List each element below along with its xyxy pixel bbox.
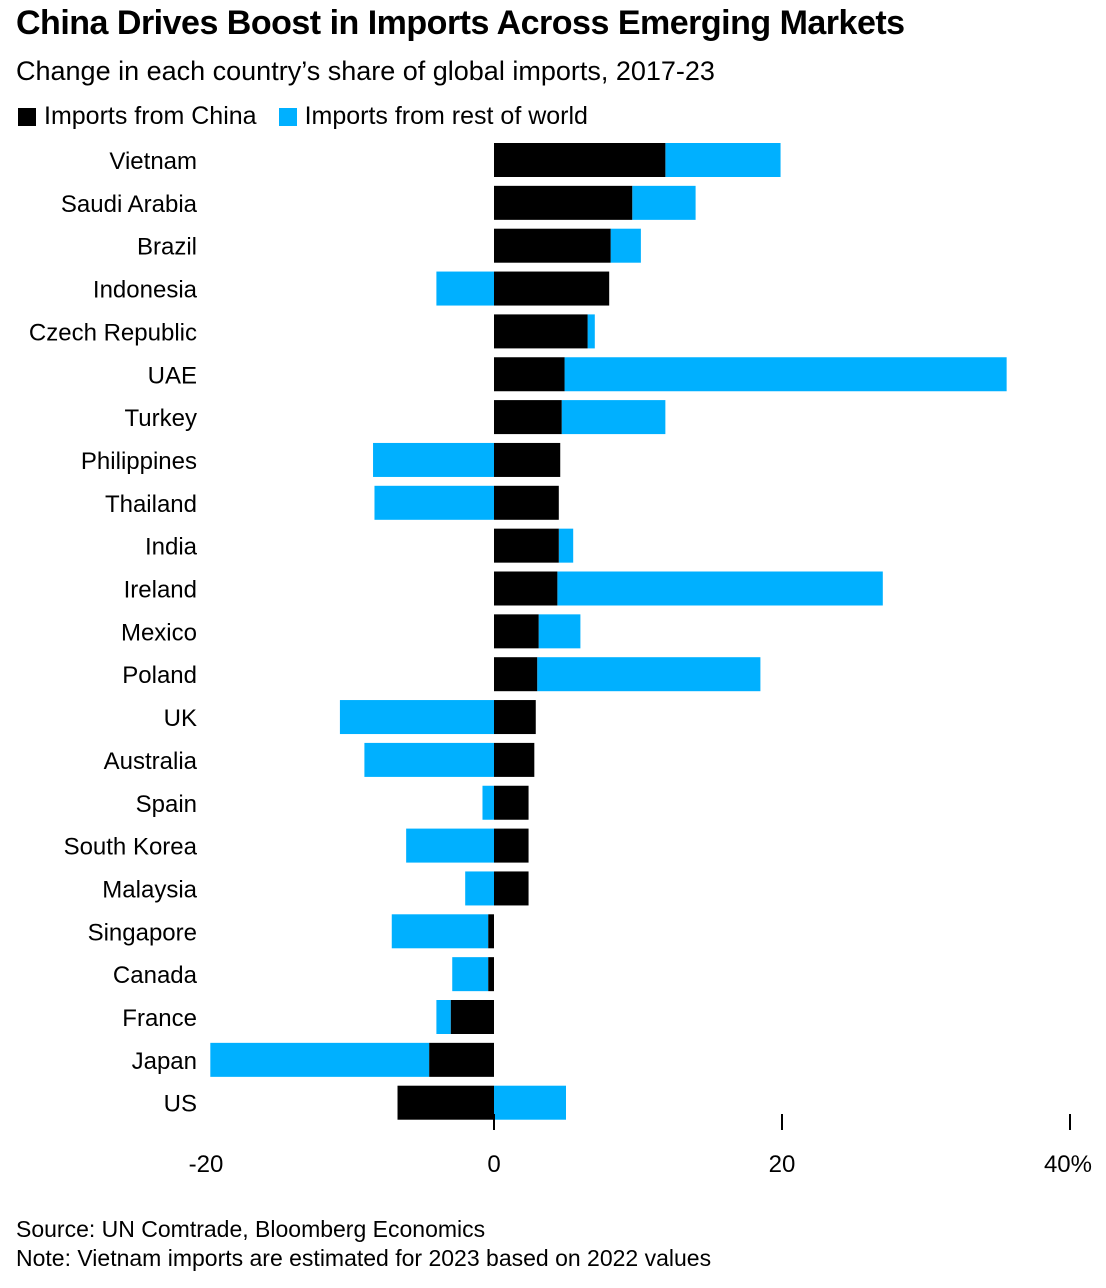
x-tick-label: -20 <box>189 1151 224 1178</box>
bar-rest-of-world <box>632 185 696 220</box>
bar-rest-of-world <box>557 571 883 606</box>
source-note: Source: UN Comtrade, Bloomberg Economics <box>16 1216 486 1242</box>
bar-china <box>494 700 536 735</box>
bar-china <box>494 442 561 477</box>
category-label: Ireland <box>124 577 197 604</box>
bar-china <box>494 228 611 263</box>
bar-china <box>494 871 529 906</box>
bar-china <box>450 1000 494 1034</box>
bar-rest-of-world <box>373 442 494 477</box>
bar-china <box>494 742 535 777</box>
bar-rest-of-world <box>537 657 761 692</box>
legend-swatch-china <box>18 107 36 126</box>
bar-rest-of-world <box>482 785 494 820</box>
category-label: Spain <box>136 791 197 818</box>
legend-label-china: Imports from China <box>44 102 257 130</box>
category-label: Vietnam <box>109 148 197 175</box>
bar-rest-of-world <box>210 1042 430 1077</box>
category-label: US <box>164 1091 197 1118</box>
bar-china <box>494 314 588 349</box>
bar-china <box>488 957 494 992</box>
category-label: Australia <box>104 748 198 775</box>
bar-rest-of-world <box>374 485 494 520</box>
bar-rest-of-world <box>558 528 574 563</box>
bar-rest-of-world <box>436 271 494 306</box>
bar-china <box>488 914 494 949</box>
bar-rest-of-world <box>391 914 489 949</box>
x-tick-label: 40% <box>1044 1151 1092 1178</box>
bar-rest-of-world <box>665 143 781 177</box>
category-label: Mexico <box>121 619 197 646</box>
category-label: Philippines <box>81 448 197 475</box>
bar-rest-of-world <box>436 1000 451 1034</box>
bar-china <box>397 1085 494 1120</box>
category-label: UAE <box>148 362 197 389</box>
x-tick-label: 20 <box>769 1151 796 1178</box>
bar-china <box>494 785 529 820</box>
category-label: Japan <box>132 1048 197 1075</box>
category-label: India <box>145 534 198 561</box>
bar-china <box>494 571 558 606</box>
bar-china <box>494 143 666 177</box>
bar-rest-of-world <box>406 828 494 863</box>
legend-item-rest: Imports from rest of world <box>278 102 588 131</box>
bar-rest-of-world <box>339 700 494 735</box>
category-label: Thailand <box>105 491 197 518</box>
bar-china <box>494 657 538 692</box>
category-label: South Korea <box>64 834 198 861</box>
bar-rest-of-world <box>452 957 489 992</box>
bar-china <box>494 400 562 435</box>
bar-chart: Vietnam Saudi Arabia Brazil Indonesia Czech … <box>29 143 1092 1178</box>
legend: Imports from China Imports from rest of … <box>18 102 610 131</box>
bar-china <box>494 185 633 220</box>
bar-china <box>494 828 529 863</box>
chart-title: China Drives Boost in Imports Across Eme… <box>16 4 905 42</box>
category-label: Indonesia <box>93 277 198 304</box>
bar-rest-of-world <box>494 1085 566 1120</box>
category-label: Malaysia <box>102 876 197 903</box>
bar-china <box>494 357 565 392</box>
category-label: UK <box>164 705 197 732</box>
category-label: Canada <box>113 962 198 989</box>
bar-rest-of-world <box>561 400 666 435</box>
category-label: Turkey <box>125 405 197 432</box>
category-label: Brazil <box>137 234 197 261</box>
bar-china <box>429 1042 494 1077</box>
category-label: Poland <box>122 662 197 689</box>
legend-swatch-rest <box>278 107 297 126</box>
bar-rest-of-world <box>538 614 581 649</box>
legend-item-china: Imports from China <box>18 102 257 131</box>
category-label: France <box>122 1005 197 1032</box>
bar-rest-of-world <box>364 742 494 777</box>
bar-rest-of-world <box>564 357 1007 392</box>
bar-rest-of-world <box>610 228 641 263</box>
bar-china <box>494 271 610 306</box>
bar-china <box>494 614 539 649</box>
category-label: Czech Republic <box>29 319 197 346</box>
category-label: Singapore <box>88 919 197 946</box>
bar-china <box>494 485 559 520</box>
bar-china <box>494 528 559 563</box>
footnote: Note: Vietnam imports are estimated for … <box>16 1245 712 1271</box>
legend-label-rest: Imports from rest of world <box>304 102 588 130</box>
bar-rest-of-world <box>587 314 595 349</box>
x-tick-label: 0 <box>487 1151 500 1178</box>
category-label: Saudi Arabia <box>61 191 198 218</box>
chart-subtitle: Change in each country’s share of global… <box>16 56 715 86</box>
bar-rest-of-world <box>465 871 494 906</box>
